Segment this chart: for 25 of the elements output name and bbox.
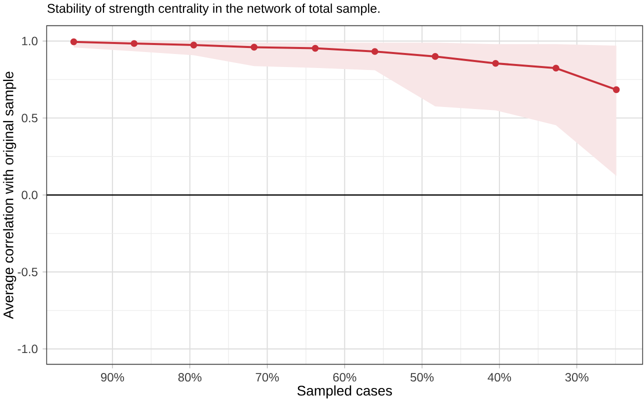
x-tick-label: 90% (101, 373, 124, 382)
chart-title: Stability of strength centrality in the network of total sample. (48, 4, 380, 16)
x-axis-title: Sampled cases (297, 385, 392, 398)
point (130, 40, 138, 47)
y-axis-title: Average correlation with original sample (3, 72, 16, 319)
x-tick-label: 50% (410, 373, 434, 382)
point (371, 48, 378, 55)
point (612, 86, 620, 94)
x-tick-label: 60% (333, 373, 356, 382)
x-tick-label: 40% (488, 373, 512, 382)
x-tick-label: 80% (178, 373, 202, 382)
point (432, 53, 439, 60)
x-tick-label: 30% (565, 373, 588, 382)
point (312, 44, 319, 52)
y-tick-label: -0.5 (18, 268, 38, 276)
y-tick-label: -1.0 (18, 344, 38, 354)
y-tick-label: 0.5 (22, 114, 38, 122)
point (552, 64, 560, 72)
point (492, 60, 499, 67)
point (190, 42, 198, 48)
point (250, 44, 258, 51)
y-tick-label: 0.0 (22, 190, 38, 200)
point (70, 38, 78, 46)
y-tick-label: 1.0 (22, 36, 38, 46)
x-tick-label: 70% (256, 373, 279, 382)
